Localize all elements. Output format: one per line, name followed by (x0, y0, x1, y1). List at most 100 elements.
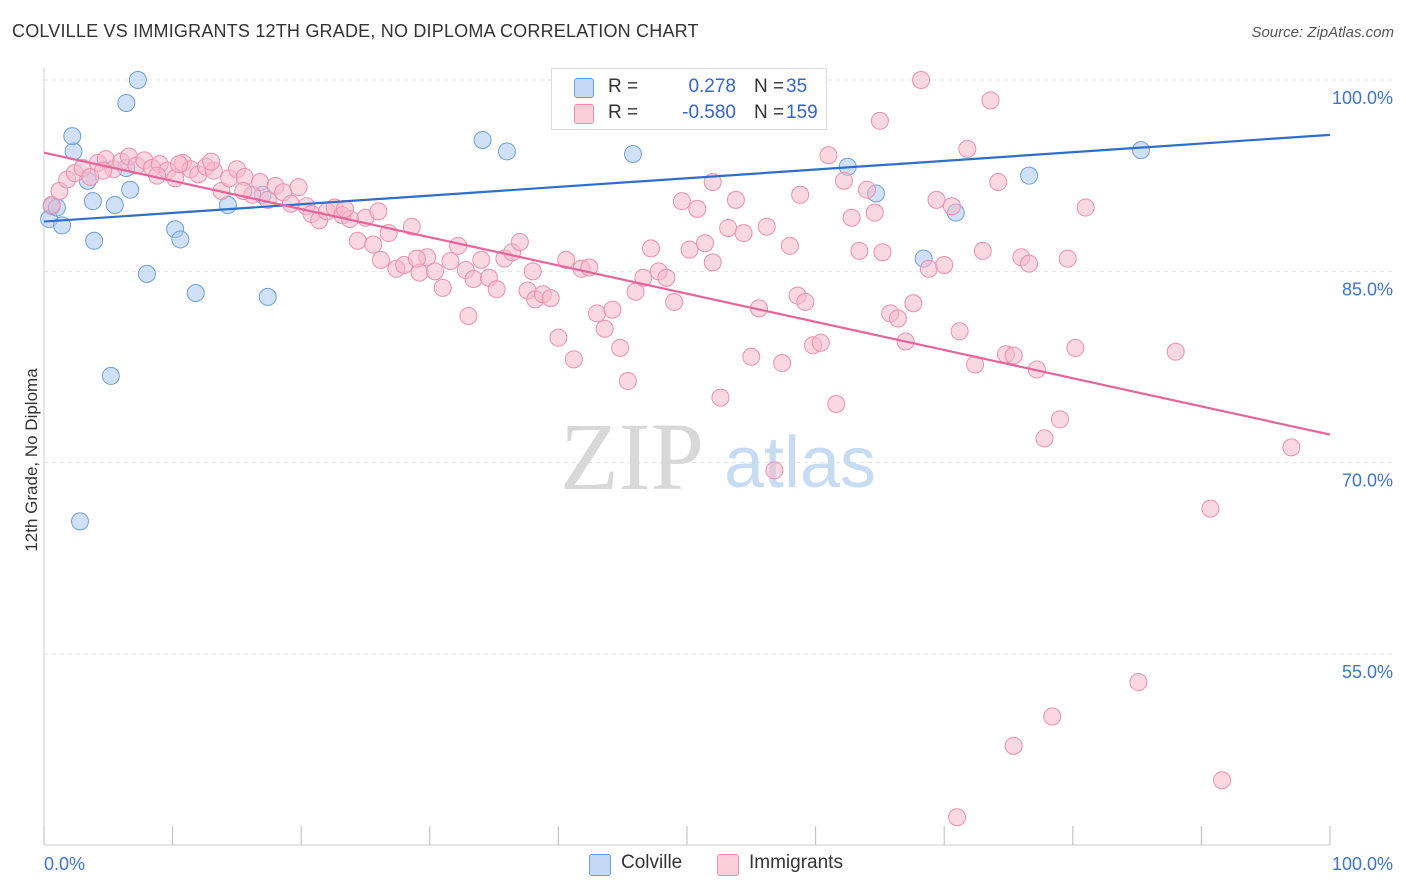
data-point-colville (497, 142, 516, 161)
data-point-immigrants (811, 333, 830, 352)
legend-r-value: -0.580 (682, 102, 736, 123)
data-point-immigrants (1076, 198, 1095, 217)
data-point-immigrants (827, 394, 846, 413)
data-point-immigrants (251, 173, 270, 192)
data-point-immigrants (487, 280, 506, 299)
legend-swatch-colville (574, 78, 594, 98)
x-tick-label: 0.0% (44, 854, 85, 874)
y-axis-label: 12th Grade, No Diploma (22, 368, 41, 552)
data-point-immigrants (371, 250, 390, 269)
data-point-immigrants (433, 278, 452, 297)
data-point-immigrants (42, 196, 61, 215)
legend-n-label: N = (754, 102, 785, 123)
data-point-immigrants (665, 292, 684, 311)
data-point-immigrants (289, 178, 308, 197)
data-point-colville (83, 192, 102, 211)
data-point-immigrants (441, 252, 460, 271)
data-point-immigrants (981, 91, 1000, 110)
data-point-immigrants (1066, 338, 1085, 357)
legend-label-colville: Colville (621, 852, 683, 873)
data-point-immigrants (873, 243, 892, 262)
data-point-immigrants (904, 294, 923, 313)
data-point-immigrants (870, 111, 889, 130)
data-point-immigrants (1129, 673, 1148, 692)
watermark: ZIP atlas (560, 403, 876, 510)
data-point-immigrants (742, 347, 761, 366)
data-point-immigrants (587, 304, 606, 323)
data-point-immigrants (1201, 499, 1220, 518)
data-point-immigrants (472, 250, 491, 269)
data-point-immigrants (958, 139, 977, 158)
data-point-immigrants (335, 199, 354, 218)
data-point-colville (1131, 141, 1150, 160)
data-point-immigrants (348, 231, 367, 250)
data-point-immigrants (634, 268, 653, 287)
data-point-immigrants (1035, 429, 1054, 448)
data-point-immigrants (641, 239, 660, 258)
data-point-immigrants (791, 185, 810, 204)
data-point-immigrants (1043, 707, 1062, 726)
data-point-immigrants (726, 190, 745, 209)
data-point-colville (258, 287, 277, 306)
data-point-immigrants (865, 203, 884, 222)
legend-swatch-immigrants (717, 854, 739, 876)
data-point-immigrants (688, 199, 707, 218)
data-point-immigrants (888, 309, 907, 328)
data-point-immigrants (1020, 254, 1039, 273)
data-point-colville (105, 196, 124, 215)
data-point-immigrants (1058, 249, 1077, 268)
data-point-immigrants (672, 192, 691, 211)
data-point-immigrants (765, 461, 784, 480)
data-point-immigrants (942, 197, 961, 216)
data-point-immigrants (696, 234, 715, 253)
data-point-immigrants (557, 250, 576, 269)
data-point-immigrants (1166, 342, 1185, 361)
y-tick-label: 85.0% (1342, 279, 1393, 299)
data-point-immigrants (773, 354, 792, 373)
axes (43, 68, 1331, 846)
legend-n-value: 159 (786, 102, 818, 123)
data-point-immigrants (842, 208, 861, 227)
data-point-immigrants (1050, 410, 1069, 429)
data-point-colville (128, 71, 147, 89)
data-point-immigrants (611, 338, 630, 357)
data-point-immigrants (927, 190, 946, 209)
data-point-immigrants (202, 152, 221, 171)
y-tick-label: 70.0% (1342, 471, 1393, 491)
data-point-immigrants (819, 146, 838, 165)
data-point-immigrants (1282, 438, 1301, 457)
data-point-immigrants (919, 259, 938, 278)
legend-swatch-colville (589, 854, 611, 876)
data-point-colville (137, 264, 156, 283)
data-point-immigrants (523, 262, 542, 281)
data-point-immigrants (541, 289, 560, 308)
data-point-immigrants (464, 269, 483, 288)
data-point-immigrants (369, 202, 388, 221)
legend-item-colville[interactable]: Colville (589, 851, 699, 877)
legend-n-label: N = (754, 76, 785, 97)
data-point-colville (85, 231, 104, 250)
data-point-immigrants (973, 241, 992, 260)
grid-lines (44, 79, 1392, 655)
data-point-immigrants (711, 388, 730, 407)
data-point-immigrants (757, 217, 776, 236)
data-point-immigrants (595, 319, 614, 338)
data-point-immigrants (549, 328, 568, 347)
data-point-immigrants (407, 249, 426, 268)
data-point-immigrants (912, 71, 931, 89)
watermark-atlas: atlas (724, 423, 876, 503)
data-point-immigrants (459, 306, 478, 325)
legend-r-label: R = (608, 102, 639, 123)
trend-line-immigrants (43, 151, 1331, 436)
data-point-immigrants (780, 236, 799, 255)
x-tick-label: 100.0% (1332, 854, 1393, 874)
legend-item-immigrants[interactable]: Immigrants (717, 851, 867, 877)
data-point-immigrants (950, 322, 969, 341)
data-point-immigrants (796, 292, 815, 311)
data-point-colville (171, 230, 190, 249)
watermark-zip: ZIP (560, 403, 704, 510)
stats-legend: R = 0.278 N = 35 R = -0.580 N = 159 (551, 68, 827, 130)
data-point-immigrants (703, 253, 722, 272)
trend-lines (43, 133, 1331, 436)
